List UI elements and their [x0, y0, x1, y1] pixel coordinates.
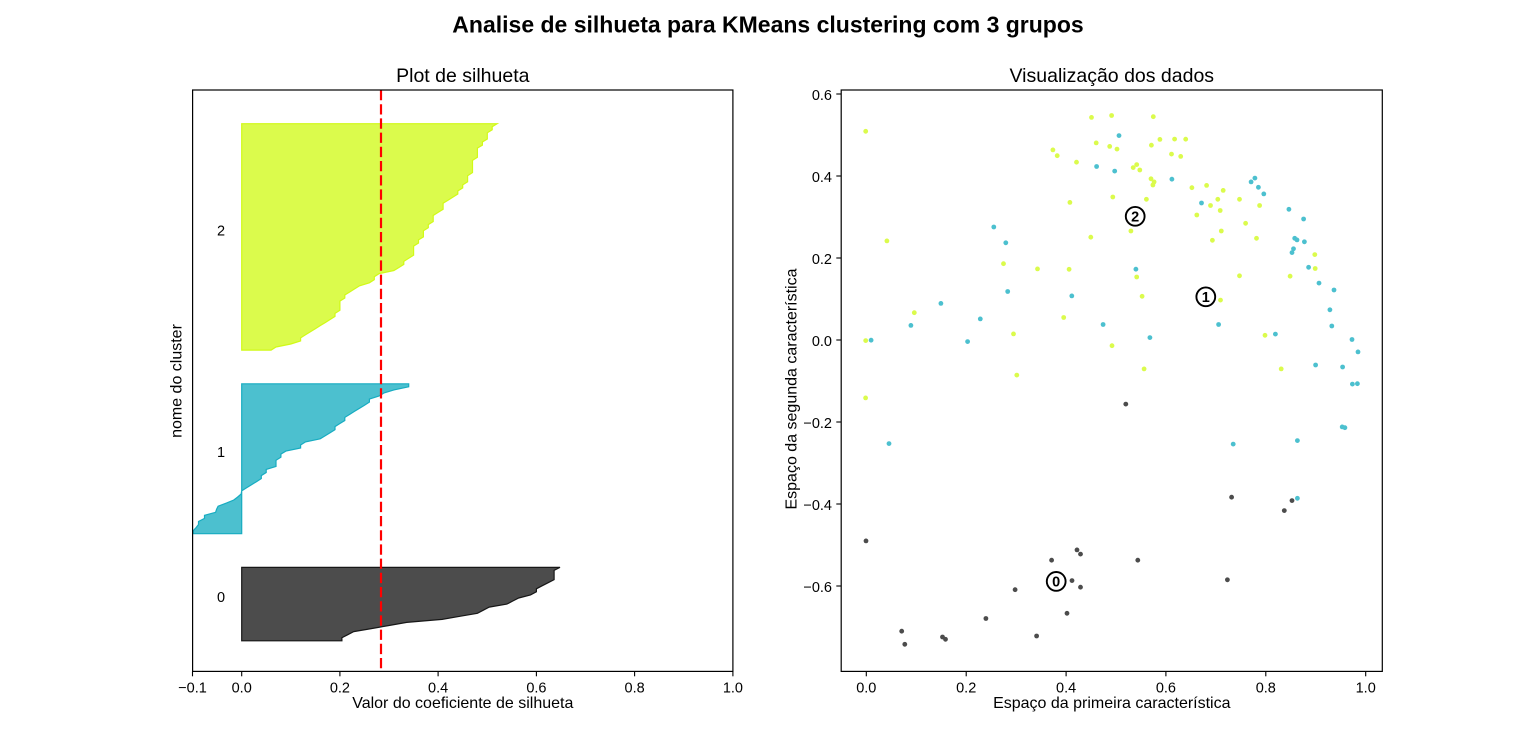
svg-text:1.0: 1.0 — [1356, 680, 1376, 696]
svg-text:0.4: 0.4 — [812, 170, 832, 186]
svg-text:nome do cluster: nome do cluster — [169, 323, 186, 438]
svg-text:1: 1 — [217, 445, 225, 461]
svg-text:−0.6: −0.6 — [803, 580, 832, 596]
svg-text:2: 2 — [1131, 210, 1139, 226]
svg-text:Visualização dos dados: Visualização dos dados — [1010, 65, 1215, 87]
svg-text:1: 1 — [1202, 290, 1210, 306]
svg-text:Espaço da primeira característ: Espaço da primeira característica — [993, 695, 1231, 712]
svg-text:Valor do coeficiente de silhue: Valor do coeficiente de silhueta — [352, 695, 573, 712]
svg-text:0.6: 0.6 — [1156, 680, 1176, 696]
svg-text:Analise de silhueta para KMean: Analise de silhueta para KMeans clusteri… — [452, 12, 1083, 38]
svg-text:−0.4: −0.4 — [803, 498, 832, 514]
svg-text:Plot de silhueta: Plot de silhueta — [396, 65, 529, 87]
svg-text:−0.1: −0.1 — [178, 680, 207, 696]
svg-text:1.0: 1.0 — [723, 680, 743, 696]
svg-text:0: 0 — [1052, 575, 1060, 591]
svg-text:0.2: 0.2 — [956, 680, 976, 696]
svg-text:0.6: 0.6 — [812, 88, 832, 104]
svg-text:0.4: 0.4 — [428, 680, 448, 696]
svg-text:−0.2: −0.2 — [803, 416, 832, 432]
svg-text:0.8: 0.8 — [1256, 680, 1276, 696]
svg-text:0.2: 0.2 — [812, 252, 832, 268]
svg-text:0.8: 0.8 — [625, 680, 645, 696]
svg-text:0.2: 0.2 — [330, 680, 350, 696]
svg-text:0.0: 0.0 — [856, 680, 876, 696]
svg-text:2: 2 — [217, 224, 225, 240]
svg-text:0.0: 0.0 — [812, 334, 832, 350]
svg-text:Espaço da segunda característi: Espaço da segunda característica — [784, 268, 801, 509]
svg-text:0.6: 0.6 — [526, 680, 546, 696]
svg-text:0.4: 0.4 — [1056, 680, 1076, 696]
svg-text:0.0: 0.0 — [232, 680, 252, 696]
svg-text:0: 0 — [217, 590, 225, 606]
